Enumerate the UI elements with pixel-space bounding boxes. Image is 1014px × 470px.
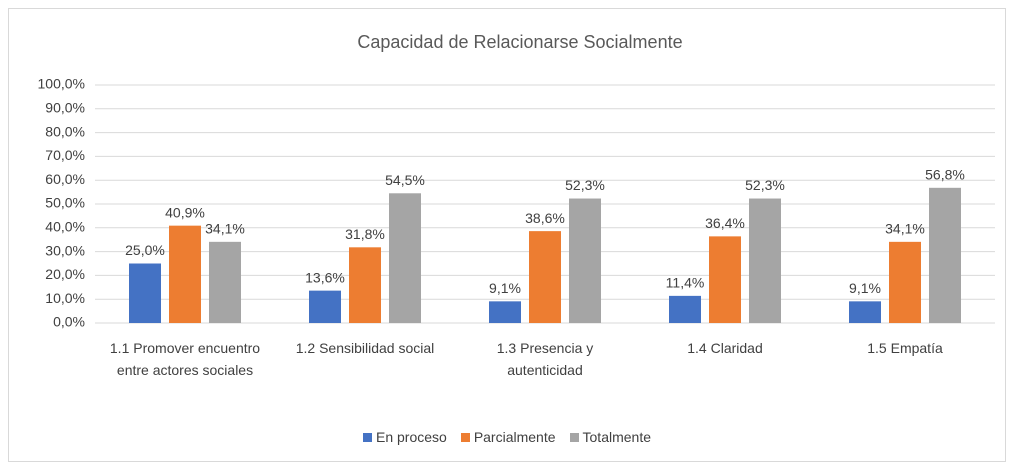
bar bbox=[309, 290, 341, 323]
legend-swatch bbox=[569, 432, 579, 442]
data-label: 52,3% bbox=[565, 177, 605, 193]
legend-item: Parcialmente bbox=[460, 429, 556, 445]
legend-label: Parcialmente bbox=[473, 429, 556, 445]
bar bbox=[489, 301, 521, 323]
data-label: 25,0% bbox=[125, 242, 165, 258]
y-tick-label: 100,0% bbox=[38, 76, 85, 92]
y-tick-label: 60,0% bbox=[45, 171, 85, 187]
data-label: 34,1% bbox=[885, 221, 925, 237]
data-label: 38,6% bbox=[525, 210, 565, 226]
x-tick-label: 1.1 Promover encuentro entre actores soc… bbox=[109, 340, 261, 378]
bar bbox=[389, 193, 421, 323]
bar bbox=[209, 241, 241, 323]
bar bbox=[569, 198, 601, 323]
y-tick-label: 0,0% bbox=[53, 314, 85, 330]
data-label: 31,8% bbox=[345, 226, 385, 242]
bar bbox=[129, 263, 161, 323]
y-tick-label: 50,0% bbox=[45, 195, 85, 211]
x-tick-label: 1.4 Claridad bbox=[687, 340, 763, 356]
x-tick-label: 1.2 Sensibilidad social bbox=[295, 340, 435, 356]
y-tick-label: 30,0% bbox=[45, 242, 85, 258]
y-tick-label: 10,0% bbox=[45, 290, 85, 306]
x-tick-label: 1.3 Presencia y autenticidad bbox=[496, 340, 594, 378]
bar bbox=[929, 187, 961, 323]
data-label: 11,4% bbox=[666, 275, 705, 291]
bar bbox=[669, 295, 701, 323]
legend-item: Totalmente bbox=[569, 429, 651, 445]
data-label: 13,6% bbox=[305, 269, 345, 285]
bar bbox=[849, 301, 881, 323]
data-label: 52,3% bbox=[745, 177, 785, 193]
bar bbox=[529, 231, 561, 323]
bar bbox=[169, 225, 201, 323]
legend-label: En proceso bbox=[375, 429, 447, 445]
legend-swatch bbox=[362, 432, 372, 442]
legend-label: Totalmente bbox=[582, 429, 651, 445]
legend-item: En proceso bbox=[362, 429, 447, 445]
data-label: 54,5% bbox=[385, 172, 425, 188]
y-tick-label: 80,0% bbox=[45, 123, 85, 139]
y-tick-label: 40,0% bbox=[45, 219, 85, 235]
data-label: 56,8% bbox=[925, 167, 965, 183]
legend-swatch bbox=[460, 432, 470, 442]
chart-title: Capacidad de Relacionarse Socialmente bbox=[357, 32, 682, 52]
bar bbox=[349, 247, 381, 323]
chart-border bbox=[8, 8, 1006, 462]
bar bbox=[889, 241, 921, 323]
data-label: 9,1% bbox=[849, 280, 881, 296]
bar bbox=[749, 198, 781, 323]
data-label: 40,9% bbox=[165, 204, 205, 220]
data-label: 34,1% bbox=[205, 221, 245, 237]
x-tick-label: 1.5 Empatía bbox=[867, 340, 943, 356]
data-label: 9,1% bbox=[489, 280, 521, 296]
y-tick-label: 20,0% bbox=[45, 266, 85, 282]
y-tick-label: 70,0% bbox=[45, 147, 85, 163]
data-label: 36,4% bbox=[705, 215, 745, 231]
legend: En proceso Parcialmente Totalmente bbox=[0, 429, 1014, 445]
y-tick-label: 90,0% bbox=[45, 100, 85, 116]
bar bbox=[709, 236, 741, 323]
